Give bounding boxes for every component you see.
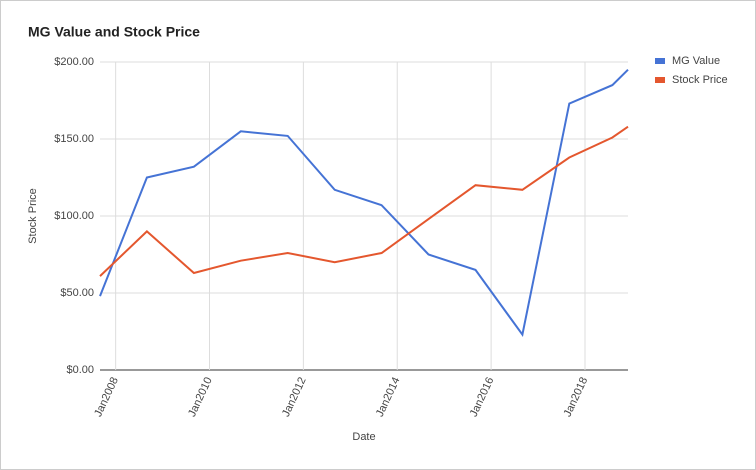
x-axis-title: Date <box>352 431 375 443</box>
y-tick-label: $50.00 <box>60 287 94 299</box>
y-tick-label: $200.00 <box>54 56 94 68</box>
series-line <box>99 68 629 338</box>
series-line <box>99 125 629 277</box>
y-tick-label: $0.00 <box>66 364 94 376</box>
y-tick-label: $150.00 <box>54 133 94 145</box>
legend-swatch <box>655 58 665 64</box>
y-axis-title: Stock Price <box>27 188 39 244</box>
y-tick-label: $100.00 <box>54 210 94 222</box>
legend-label: MG Value <box>672 55 720 67</box>
chart-title: MG Value and Stock Price <box>28 24 200 40</box>
legend-swatch <box>655 77 665 83</box>
legend-label: Stock Price <box>672 74 728 86</box>
